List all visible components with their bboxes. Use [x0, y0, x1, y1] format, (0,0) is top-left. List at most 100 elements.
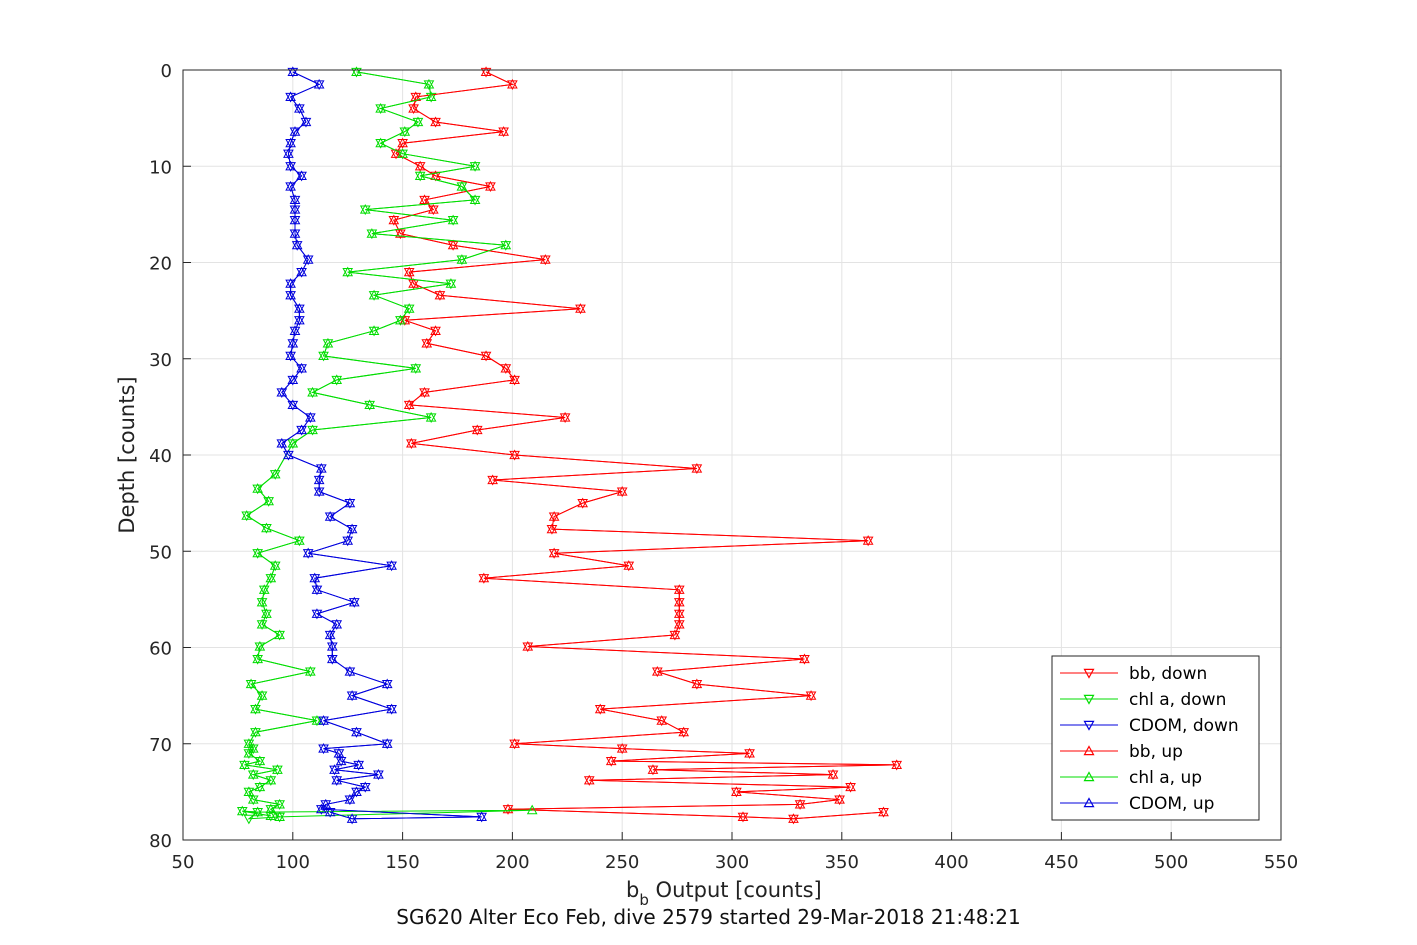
- data-point: [548, 511, 560, 521]
- data-point: [344, 497, 356, 508]
- data-point: [430, 116, 441, 127]
- data-point: [737, 811, 749, 821]
- data-point: [469, 160, 481, 171]
- data-point: [294, 314, 305, 325]
- data-point: [445, 278, 457, 288]
- data-point: [285, 278, 296, 288]
- data-point: [247, 769, 259, 779]
- data-point: [256, 618, 268, 629]
- x-axis-label-base: b: [626, 878, 640, 902]
- data-point: [691, 462, 703, 473]
- data-point: [447, 214, 459, 225]
- data-point: [258, 584, 270, 594]
- data-point: [318, 743, 329, 753]
- data-point: [245, 678, 257, 689]
- data-point: [526, 804, 538, 815]
- data-point: [307, 424, 318, 435]
- data-point: [322, 337, 334, 348]
- data-point: [320, 798, 332, 809]
- series-3: [388, 66, 903, 823]
- data-point: [425, 411, 437, 422]
- data-point: [344, 666, 356, 676]
- data-point: [414, 160, 426, 171]
- data-point: [326, 641, 338, 651]
- data-point: [799, 653, 810, 664]
- data-point: [509, 449, 520, 460]
- data-point: [348, 596, 360, 607]
- data-point: [252, 653, 264, 664]
- x-tick-label: 400: [934, 852, 968, 873]
- data-point: [344, 794, 356, 804]
- data-point: [353, 759, 365, 770]
- data-point: [287, 437, 299, 448]
- data-point: [326, 653, 338, 664]
- legend-label: chl a, down: [1129, 690, 1226, 710]
- data-point: [276, 437, 288, 448]
- data-point: [285, 350, 296, 360]
- x-axis-label-rest: Output [counts]: [648, 878, 822, 902]
- data-point: [296, 362, 307, 373]
- legend-item: bb, up: [1060, 742, 1183, 762]
- legend: bb, down chl a, down CDOM, down bb, up chl a…: [1051, 655, 1260, 821]
- data-point: [252, 547, 264, 558]
- data-point: [500, 239, 512, 250]
- data-point: [656, 715, 668, 725]
- data-point: [364, 399, 376, 410]
- data-point: [254, 641, 266, 651]
- data-point: [315, 462, 327, 473]
- data-point: [265, 572, 277, 583]
- data-point: [342, 535, 354, 545]
- data-point: [359, 204, 371, 214]
- data-point: [324, 511, 336, 521]
- data-point: [805, 690, 817, 700]
- legend-item: chl a, down: [1060, 690, 1226, 710]
- data-point: [305, 411, 316, 422]
- data-point: [412, 116, 424, 127]
- data-point: [241, 510, 253, 520]
- data-point: [623, 560, 635, 570]
- data-point: [507, 78, 518, 89]
- data-point: [673, 584, 685, 594]
- data-point: [285, 91, 296, 102]
- data-point: [287, 337, 299, 348]
- data-point: [430, 325, 441, 335]
- data-point: [381, 738, 393, 748]
- data-point: [243, 814, 255, 825]
- data-point: [381, 678, 393, 689]
- x-tick-label: 550: [1264, 852, 1298, 873]
- data-point: [283, 148, 294, 158]
- x-tick-label: 500: [1154, 852, 1188, 873]
- data-point: [296, 424, 307, 435]
- y-tick-label: 40: [149, 446, 172, 467]
- data-point: [302, 254, 314, 264]
- data-point: [827, 769, 839, 779]
- data-point: [289, 214, 301, 225]
- data-point: [480, 66, 492, 77]
- data-point: [291, 239, 303, 250]
- data-point: [265, 810, 277, 821]
- data-point: [583, 774, 595, 785]
- data-point: [368, 289, 380, 300]
- legend-item: bb, down: [1060, 664, 1207, 684]
- legend-marker: [1083, 797, 1095, 808]
- data-point: [296, 266, 307, 277]
- data-point: [845, 781, 856, 792]
- data-point: [287, 66, 299, 77]
- y-tick-label: 50: [149, 542, 172, 563]
- data-point: [252, 806, 264, 817]
- data-point: [276, 386, 288, 397]
- data-point: [243, 747, 255, 758]
- data-point: [434, 289, 446, 300]
- data-point: [289, 228, 301, 238]
- data-point: [862, 535, 874, 545]
- y-tick-label: 80: [149, 831, 172, 852]
- data-point: [478, 572, 490, 583]
- data-point: [329, 764, 340, 774]
- x-axis-label: bb Output [counts]: [626, 878, 822, 909]
- legend-item: CDOM, up: [1060, 794, 1214, 814]
- data-point: [390, 148, 402, 158]
- legend-item: CDOM, down: [1060, 716, 1239, 736]
- data-point: [302, 547, 314, 558]
- data-point: [261, 522, 272, 533]
- legend-marker: [1083, 771, 1095, 782]
